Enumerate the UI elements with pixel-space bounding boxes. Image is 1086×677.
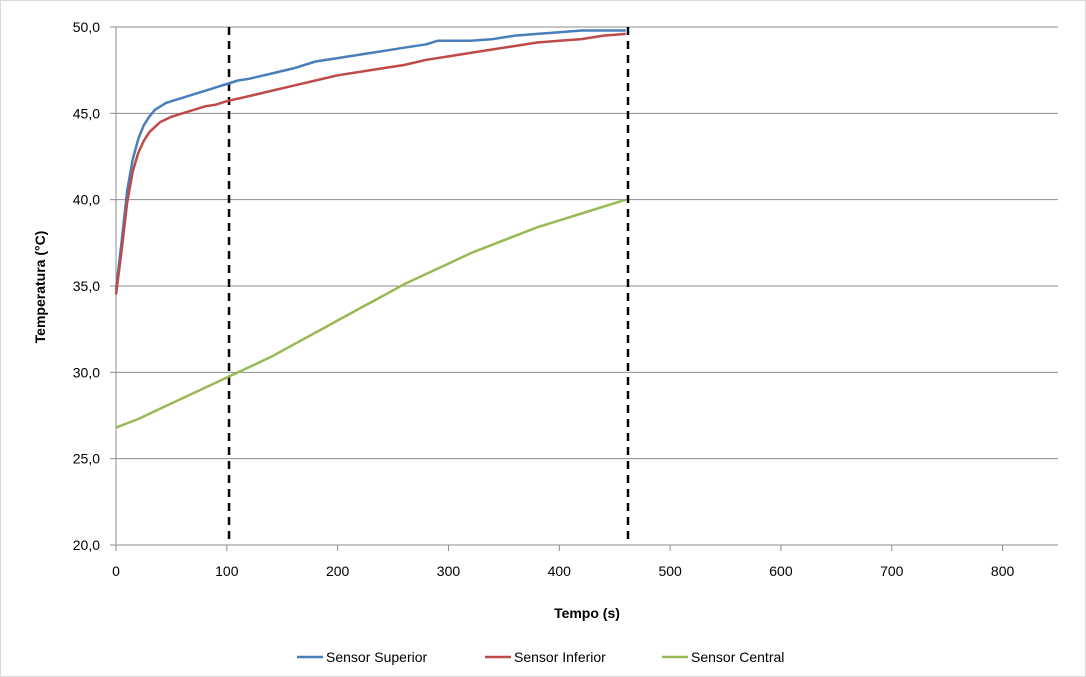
x-tick-label: 400: [548, 563, 572, 579]
x-tick-label: 700: [880, 563, 904, 579]
y-tick-label: 25,0: [73, 451, 100, 467]
series-line-sensor-central: [115, 198, 627, 429]
x-tick-label: 300: [437, 563, 461, 579]
legend-label: Sensor Superior: [326, 649, 428, 665]
y-tick-label: 35,0: [73, 278, 100, 294]
reference-lines: [227, 27, 630, 545]
series-line-sensor-superior: [114, 29, 626, 290]
legend: Sensor Superior Sensor Inferior Sensor Cen…: [297, 649, 784, 665]
y-tick-labels: 20,0 25,0 30,0 35,0 40,0 45,0 50,0: [73, 19, 100, 553]
axes: [110, 26, 1058, 551]
legend-label: Sensor Inferior: [514, 649, 606, 665]
x-tick-label: 500: [658, 563, 682, 579]
x-tick-label: 600: [769, 563, 793, 579]
x-tick-label: 0: [112, 563, 120, 579]
x-tick-label: 800: [991, 563, 1015, 579]
x-tick-labels: 0 100 200 300 400 500 600 700 800: [112, 563, 1014, 579]
x-axis-title: Tempo (s): [554, 605, 620, 621]
x-tick-label: 100: [215, 563, 239, 579]
gridlines: [116, 26, 1058, 460]
y-tick-label: 50,0: [73, 19, 100, 35]
legend-label: Sensor Central: [691, 649, 784, 665]
y-axis-title: Temperatura (°C): [32, 231, 48, 344]
series-line-sensor-inferior: [114, 32, 626, 295]
y-tick-label: 40,0: [73, 192, 100, 208]
x-tick-label: 200: [326, 563, 350, 579]
y-tick-label: 30,0: [73, 364, 100, 380]
y-tick-label: 20,0: [73, 537, 100, 553]
series-lines: [114, 29, 627, 429]
y-tick-label: 45,0: [73, 105, 100, 121]
